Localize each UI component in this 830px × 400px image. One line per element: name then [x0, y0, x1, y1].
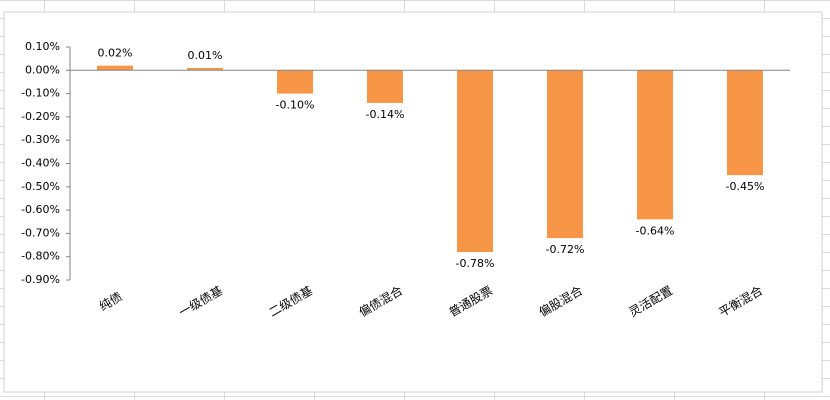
value-label: -0.72%: [546, 243, 585, 256]
value-label: -0.64%: [636, 224, 675, 237]
bar: [727, 70, 763, 176]
chart-area: [3, 11, 823, 393]
bar: [367, 70, 403, 103]
y-tick-label: -0.90%: [21, 273, 60, 286]
y-tick-label: -0.60%: [21, 203, 60, 216]
value-label: 0.01%: [188, 49, 223, 62]
y-tick-label: -0.50%: [21, 180, 60, 193]
y-tick-label: 0.10%: [25, 40, 60, 53]
y-tick-label: -0.10%: [21, 87, 60, 100]
value-label: -0.14%: [366, 108, 405, 121]
y-tick-label: -0.80%: [21, 250, 60, 263]
value-label: 0.02%: [98, 47, 133, 60]
y-tick-label: -0.70%: [21, 226, 60, 239]
bar: [547, 70, 583, 239]
y-tick-label: -0.20%: [21, 110, 60, 123]
bar: [277, 70, 313, 94]
bar: [97, 65, 133, 71]
y-tick-label: -0.30%: [21, 133, 60, 146]
value-label: -0.78%: [456, 257, 495, 270]
bar: [637, 70, 673, 220]
bar: [187, 67, 223, 71]
y-tick-label: -0.40%: [21, 157, 60, 170]
bar: [457, 70, 493, 253]
y-tick-label: 0.00%: [25, 63, 60, 76]
value-label: -0.10%: [276, 99, 315, 112]
value-label: -0.45%: [726, 180, 765, 193]
